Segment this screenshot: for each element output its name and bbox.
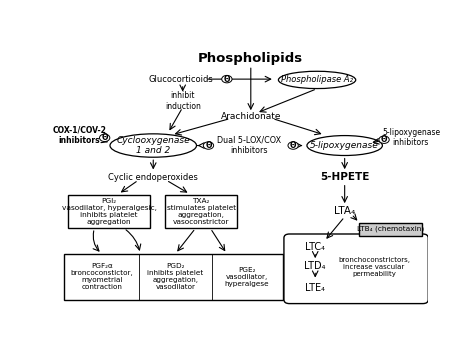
Text: inhibit
induction: inhibit induction xyxy=(165,91,200,111)
Text: PGF₂α
broncoconstictor,
myometrial
contraction: PGF₂α broncoconstictor, myometrial contr… xyxy=(70,263,133,290)
Text: PGE₂
vasodilator,
hyperalgese: PGE₂ vasodilator, hyperalgese xyxy=(225,266,269,286)
Text: Phospholipase A₂: Phospholipase A₂ xyxy=(281,76,353,85)
Text: PGI₂
vasodilator, hyperalgesic,
inhibits platelet
aggregation: PGI₂ vasodilator, hyperalgesic, inhibits… xyxy=(62,198,156,225)
Text: 5-lipoxygenase
inhibitors: 5-lipoxygenase inhibitors xyxy=(382,128,440,147)
FancyBboxPatch shape xyxy=(67,195,151,228)
FancyBboxPatch shape xyxy=(284,234,428,304)
Text: Phospholipids: Phospholipids xyxy=(198,52,304,65)
Circle shape xyxy=(288,142,298,149)
FancyBboxPatch shape xyxy=(360,223,422,236)
Circle shape xyxy=(222,76,232,83)
Text: bronchoconstrictors,
increase vascular
permeability: bronchoconstrictors, increase vascular p… xyxy=(338,257,410,277)
Text: Cyclic endoperoxides: Cyclic endoperoxides xyxy=(108,173,198,182)
Text: LTD₄: LTD₄ xyxy=(304,261,326,271)
Text: Arachidonate: Arachidonate xyxy=(220,112,281,121)
Text: LTA₄: LTA₄ xyxy=(334,206,355,216)
Text: LTC₄: LTC₄ xyxy=(305,242,325,252)
Circle shape xyxy=(99,134,110,141)
Circle shape xyxy=(203,142,214,149)
Text: Θ: Θ xyxy=(290,141,296,150)
Text: LTE₄: LTE₄ xyxy=(305,283,325,293)
FancyBboxPatch shape xyxy=(165,195,237,228)
Circle shape xyxy=(379,136,389,144)
Text: TXA₂
stimulates platelet
aggregation,
vasoconstrictor: TXA₂ stimulates platelet aggregation, va… xyxy=(167,198,236,225)
Text: Θ: Θ xyxy=(101,133,108,142)
Text: Cyclooxygenase
1 and 2: Cyclooxygenase 1 and 2 xyxy=(116,136,190,155)
Text: Θ: Θ xyxy=(381,135,387,144)
Text: LTB₄ (chemotaxin): LTB₄ (chemotaxin) xyxy=(357,226,424,233)
Text: 5-HPETE: 5-HPETE xyxy=(320,172,370,183)
Text: PGD₂
inhibits platelet
aggregation,
vasodilator: PGD₂ inhibits platelet aggregation, vaso… xyxy=(147,263,203,290)
Text: 5-lipoxygenase: 5-lipoxygenase xyxy=(310,141,379,150)
Text: Glucocorticoids: Glucocorticoids xyxy=(149,75,213,83)
Text: COX-1/COV-2
inhibitors: COX-1/COV-2 inhibitors xyxy=(53,125,106,145)
Text: Dual 5-LOX/COX
inhibitors: Dual 5-LOX/COX inhibitors xyxy=(217,136,281,155)
Text: Θ: Θ xyxy=(224,75,230,83)
Text: Θ: Θ xyxy=(205,141,212,150)
